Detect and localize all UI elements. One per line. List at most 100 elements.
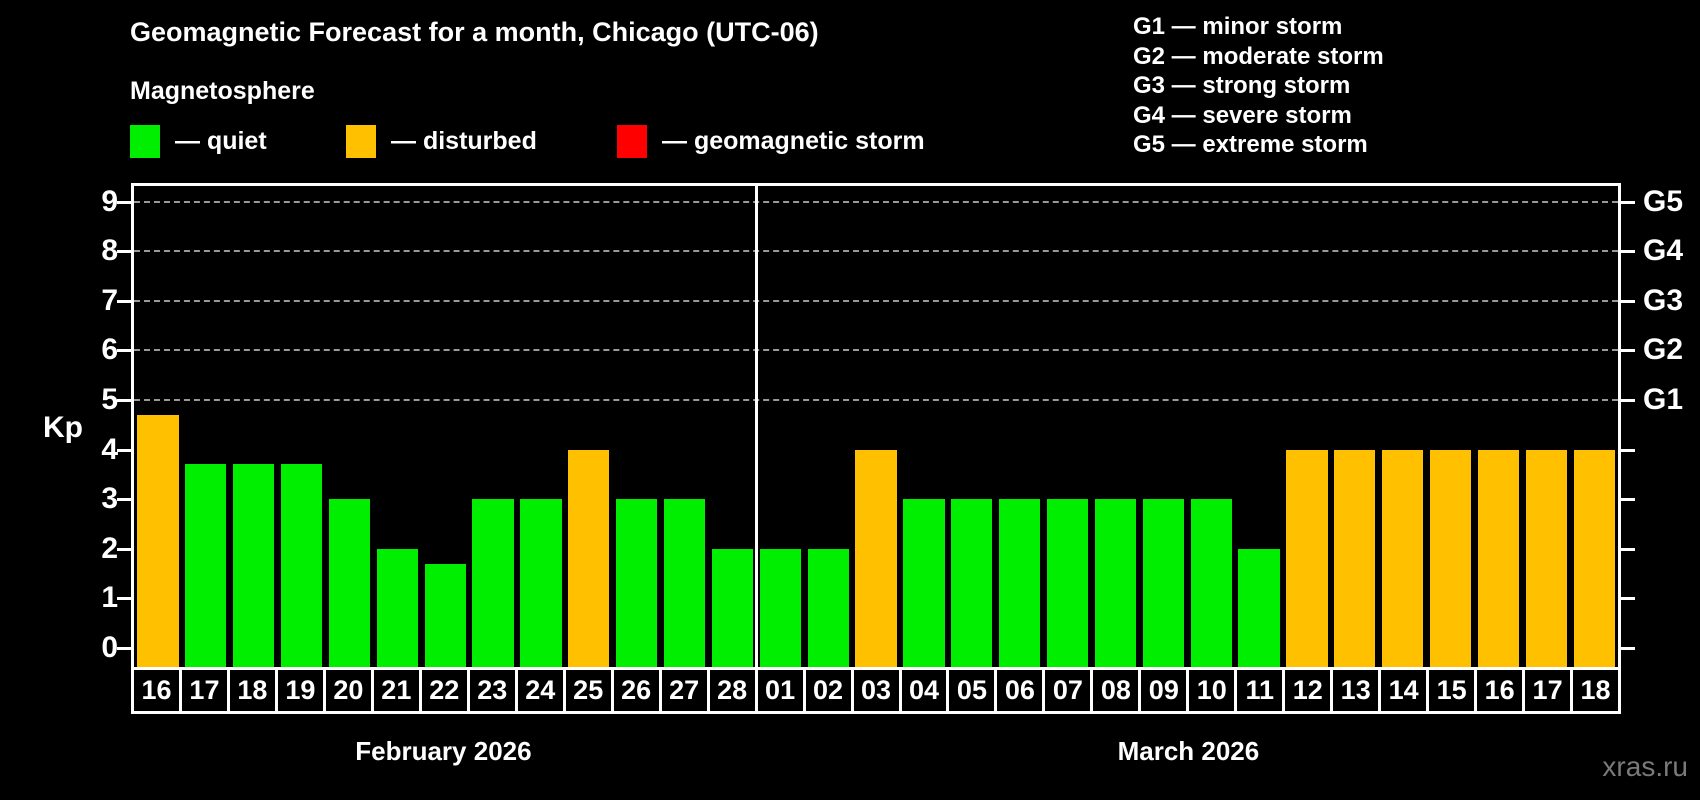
day-cell-08: 08 <box>1090 667 1139 714</box>
kp-bar-05 <box>951 499 993 667</box>
bar-slot-02 <box>804 186 852 667</box>
right-tickmark-3 <box>1621 498 1635 502</box>
day-cell-22: 22 <box>418 667 467 714</box>
kp-bar-13 <box>1334 449 1376 667</box>
day-cell-24: 24 <box>514 667 563 714</box>
right-axis-label-G1: G1 <box>1643 383 1684 416</box>
y-tick-label-8: 8 <box>101 234 118 268</box>
day-cell-16: 16 <box>1474 667 1523 714</box>
bar-slot-16 <box>134 186 182 667</box>
day-cell-23: 23 <box>466 667 515 714</box>
kp-bar-11 <box>1238 548 1280 667</box>
bar-slot-07 <box>1044 186 1092 667</box>
y-tick-label-4: 4 <box>101 432 118 466</box>
day-cell-18: 18 <box>226 667 275 714</box>
kp-bar-03 <box>855 449 897 667</box>
bar-slot-15 <box>1427 186 1475 667</box>
gridline-kp8 <box>134 250 1618 253</box>
right-tickmark-1 <box>1621 597 1635 601</box>
bar-slot-23 <box>469 186 517 667</box>
bar-slot-05 <box>948 186 996 667</box>
y-tick-label-7: 7 <box>101 283 118 317</box>
kp-bar-10 <box>1190 499 1232 667</box>
bar-slot-27 <box>661 186 709 667</box>
legend-quiet-label: — quiet <box>175 126 267 155</box>
gridline-kp9 <box>134 200 1618 203</box>
day-cell-02: 02 <box>802 667 851 714</box>
day-cell-10: 10 <box>1186 667 1235 714</box>
bar-slot-28 <box>709 186 757 667</box>
day-cell-18: 18 <box>1570 667 1622 714</box>
gridline-kp5 <box>134 399 1618 401</box>
day-cell-27: 27 <box>658 667 707 714</box>
left-tickmark-6 <box>117 349 131 353</box>
left-tickmark-2 <box>117 547 131 551</box>
left-tickmark-4 <box>117 448 131 452</box>
day-cell-14: 14 <box>1378 667 1427 714</box>
kp-bar-06 <box>999 499 1041 667</box>
y-tick-label-6: 6 <box>101 333 118 367</box>
bar-slot-10 <box>1187 186 1235 667</box>
kp-bar-22 <box>424 563 466 667</box>
left-tickmark-9 <box>117 200 131 204</box>
day-axis-row: 16 17 18 19 20 21 22 23 24 25 26 27 28 01 02 03 04 05 06 07… <box>131 667 1622 714</box>
kp-bar-26 <box>616 499 658 667</box>
kp-bar-23 <box>472 499 514 667</box>
kp-bar-15 <box>1429 449 1472 667</box>
day-cell-09: 09 <box>1138 667 1187 714</box>
g1-legend-line: G1 — minor storm <box>1133 13 1343 40</box>
right-tickmark-2 <box>1621 547 1635 551</box>
right-tickmark-4 <box>1621 448 1635 452</box>
bar-slot-17 <box>1522 186 1570 667</box>
gridline-kp7 <box>134 299 1618 302</box>
g4-legend-line: G4 — severe storm <box>1133 101 1352 129</box>
g-scale-legend: G1 — minor storm G2 — moderate storm G3 … <box>1133 12 1384 160</box>
right-tickmark-7 <box>1621 299 1635 303</box>
day-cell-07: 07 <box>1042 667 1091 714</box>
right-axis-label-G4: G4 <box>1643 234 1684 268</box>
month-divider-line <box>754 186 758 667</box>
y-tick-label-1: 1 <box>101 581 118 615</box>
kp-bar-02 <box>807 548 849 667</box>
bars-layer <box>134 186 1618 667</box>
day-cell-06: 06 <box>994 667 1043 714</box>
legend-item-quiet: — quiet <box>130 124 267 158</box>
kp-bar-19 <box>280 464 323 667</box>
kp-bar-17 <box>1525 449 1567 667</box>
plot-area <box>131 183 1621 667</box>
kp-bar-28 <box>711 548 754 667</box>
bar-slot-09 <box>1139 186 1187 667</box>
right-tickmark-9 <box>1621 200 1635 204</box>
bar-slot-11 <box>1235 186 1283 667</box>
day-cell-11: 11 <box>1234 667 1283 714</box>
y-tick-label-3: 3 <box>101 482 118 516</box>
left-tickmark-7 <box>117 299 131 303</box>
right-tickmark-0 <box>1621 647 1635 650</box>
day-cell-21: 21 <box>370 667 419 714</box>
left-tickmark-5 <box>117 399 131 402</box>
day-cell-28: 28 <box>706 667 755 714</box>
storm-color-swatch <box>617 124 647 158</box>
kp-bar-16 <box>137 414 179 667</box>
magnetosphere-label: Magnetosphere <box>130 77 315 105</box>
bar-slot-01 <box>756 186 804 667</box>
g2-legend-line: G2 — moderate storm <box>1133 42 1384 70</box>
y-tick-label-9: 9 <box>101 184 118 218</box>
g5-legend-line: G5 — extreme storm <box>1133 131 1368 158</box>
bar-slot-19 <box>278 186 326 667</box>
gridlines-layer <box>134 186 1618 667</box>
day-cell-26: 26 <box>610 667 659 714</box>
bar-slot-21 <box>373 186 421 667</box>
day-cell-01: 01 <box>754 667 803 714</box>
day-cell-04: 04 <box>898 667 947 714</box>
legend-item-storm: — geomagnetic storm <box>617 124 925 158</box>
kp-bar-17 <box>185 464 227 667</box>
right-axis-label-G5: G5 <box>1643 184 1684 218</box>
y-tick-label-2: 2 <box>101 531 118 565</box>
y-axis-title: Kp <box>43 411 83 444</box>
y-tick-label-5: 5 <box>101 383 118 416</box>
kp-bar-14 <box>1382 449 1424 667</box>
day-cell-03: 03 <box>850 667 899 714</box>
kp-bar-27 <box>663 499 706 667</box>
